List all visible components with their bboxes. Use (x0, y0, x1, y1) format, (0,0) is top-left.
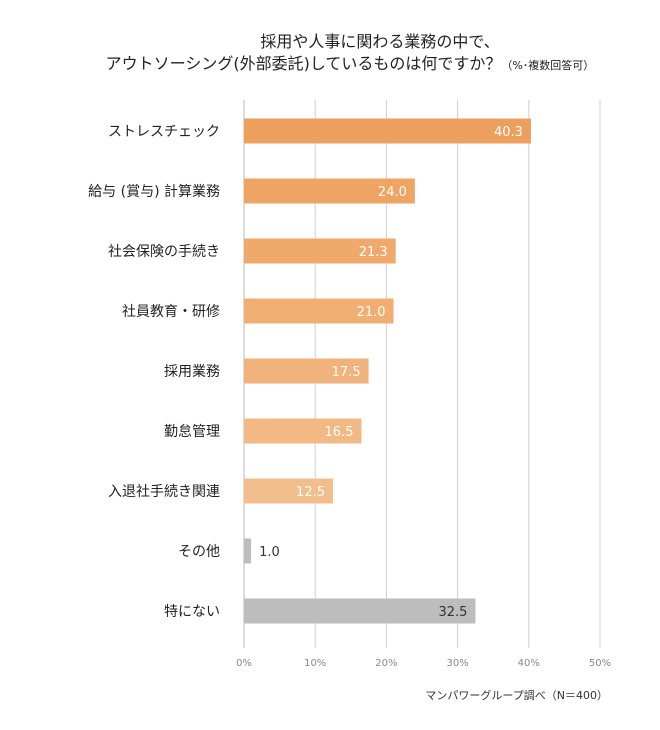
x-tick-label: 20% (375, 658, 397, 669)
bar (244, 118, 531, 144)
data-label: 32.5 (438, 605, 467, 620)
x-tick-label: 40% (518, 658, 540, 669)
data-label: 21.3 (359, 245, 388, 260)
category-label: 特にない (164, 604, 220, 620)
data-label: 40.3 (494, 125, 523, 140)
chart-title-note: （%･複数回答可） (501, 59, 595, 72)
bar (244, 238, 396, 264)
data-label: 17.5 (332, 365, 361, 380)
data-label: 24.0 (378, 185, 407, 200)
category-label: 社員教育・研修 (122, 304, 220, 320)
data-label: 21.0 (357, 305, 386, 320)
category-label: 入退社手続き関連 (108, 483, 220, 500)
bar (244, 418, 362, 444)
x-tick-label: 0% (236, 658, 252, 669)
category-label: ストレスチェック (108, 124, 220, 140)
bar (244, 478, 333, 504)
bar (244, 358, 369, 384)
bar (244, 178, 415, 204)
bar (244, 598, 476, 624)
data-label: 16.5 (325, 425, 354, 440)
category-label: その他 (178, 544, 220, 560)
x-tick-label: 30% (446, 658, 468, 669)
category-label: 給与 (賞与) 計算業務 (88, 184, 220, 200)
data-label: 1.0 (259, 545, 280, 560)
category-label: 採用業務 (164, 364, 220, 380)
chart-title-main: アウトソーシング(外部委託)しているものは何ですか？ (105, 54, 502, 73)
bar (244, 298, 394, 324)
chart-title-line2: アウトソーシング(外部委託)しているものは何ですか？（%･複数回答可） (20, 50, 660, 74)
data-label: 12.5 (296, 485, 325, 500)
source-note: マンパワーグループ調べ（N＝400） (425, 689, 608, 702)
bar (244, 538, 252, 564)
x-tick-label: 10% (304, 658, 326, 669)
x-tick-label: 50% (589, 658, 611, 669)
category-label: 社会保険の手続き (108, 243, 220, 260)
chart-title-line1: 採用や人事に関わる業務の中で、 (260, 32, 500, 51)
category-label: 勤怠管理 (164, 424, 220, 440)
